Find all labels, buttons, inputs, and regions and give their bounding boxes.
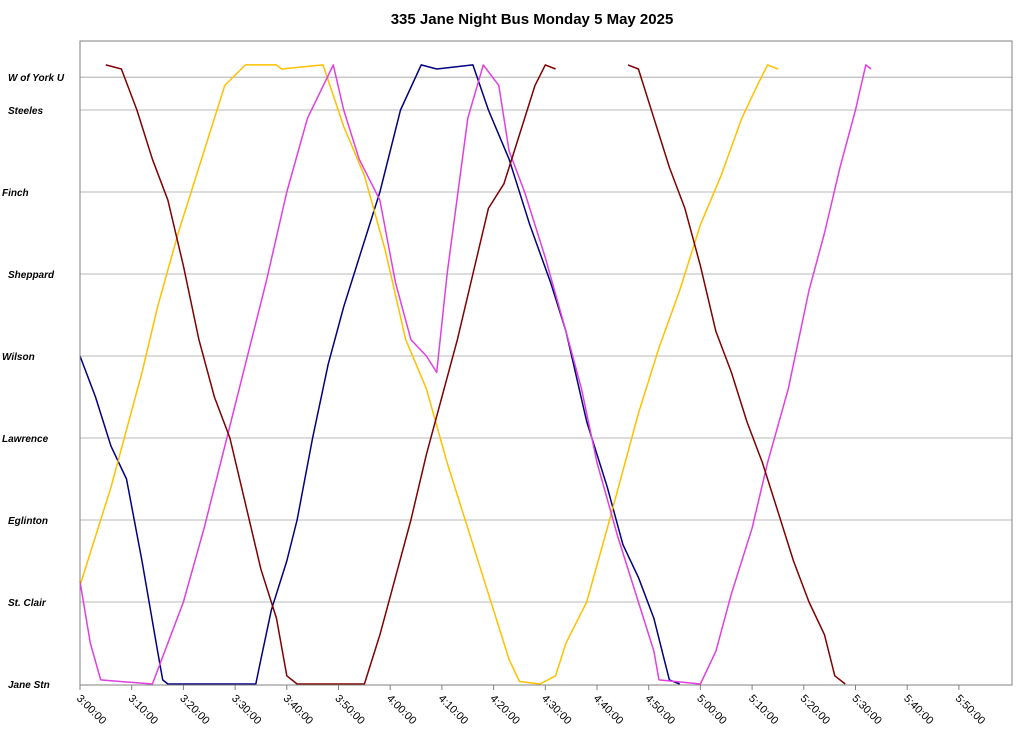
y-tick-label: Wilson xyxy=(2,352,35,363)
x-tick-label: 5:40:00 xyxy=(901,693,935,727)
x-tick-label: 3:50:00 xyxy=(332,693,366,727)
series-lines xyxy=(79,64,872,685)
x-tick-label: 3:00:00 xyxy=(74,693,108,727)
x-tick-label: 4:50:00 xyxy=(643,693,677,727)
y-tick-label: Jane Stn xyxy=(8,680,50,691)
y-tick-label: Lawrence xyxy=(2,434,49,445)
chart-title: 335 Jane Night Bus Monday 5 May 2025 xyxy=(391,11,674,28)
x-axis-labels: 3:00:00 3:10:00 3:20:00 3:30:00 3:40:00 3:50:… xyxy=(74,685,987,727)
bus-trip-line-3 xyxy=(79,64,872,685)
y-tick-label: St. Clair xyxy=(8,598,47,609)
y-axis-labels: Jane Stn St. Clair Eglinton Lawrence Wilson S… xyxy=(2,73,65,691)
x-tick-label: 5:20:00 xyxy=(798,693,832,727)
y-tick-label: Steeles xyxy=(8,106,43,117)
x-tick-label: 4:40:00 xyxy=(591,693,625,727)
plot-frame xyxy=(79,40,1013,686)
x-tick-label: 3:30:00 xyxy=(229,693,263,727)
bus-trip-line-4 xyxy=(105,64,556,685)
x-tick-label: 5:50:00 xyxy=(953,693,987,727)
y-tick-label: Finch xyxy=(2,188,29,199)
x-tick-label: 3:10:00 xyxy=(126,693,160,727)
x-tick-label: 4:10:00 xyxy=(436,693,470,727)
bus-trip-line-2 xyxy=(79,64,779,685)
x-tick-label: 5:30:00 xyxy=(849,693,883,727)
x-tick-label: 3:40:00 xyxy=(281,693,315,727)
x-tick-label: 3:20:00 xyxy=(177,693,211,727)
x-tick-label: 4:20:00 xyxy=(487,693,521,727)
x-tick-label: 4:30:00 xyxy=(539,693,573,727)
x-tick-label: 5:10:00 xyxy=(746,693,780,727)
bus-trip-line-5 xyxy=(627,64,846,685)
x-tick-label: 4:00:00 xyxy=(384,693,418,727)
grid-lines xyxy=(80,76,1012,603)
y-tick-label: W of York U xyxy=(8,73,65,84)
y-tick-label: Eglinton xyxy=(8,516,48,527)
y-tick-label: Sheppard xyxy=(8,270,55,281)
x-tick-label: 5:00:00 xyxy=(694,693,728,727)
